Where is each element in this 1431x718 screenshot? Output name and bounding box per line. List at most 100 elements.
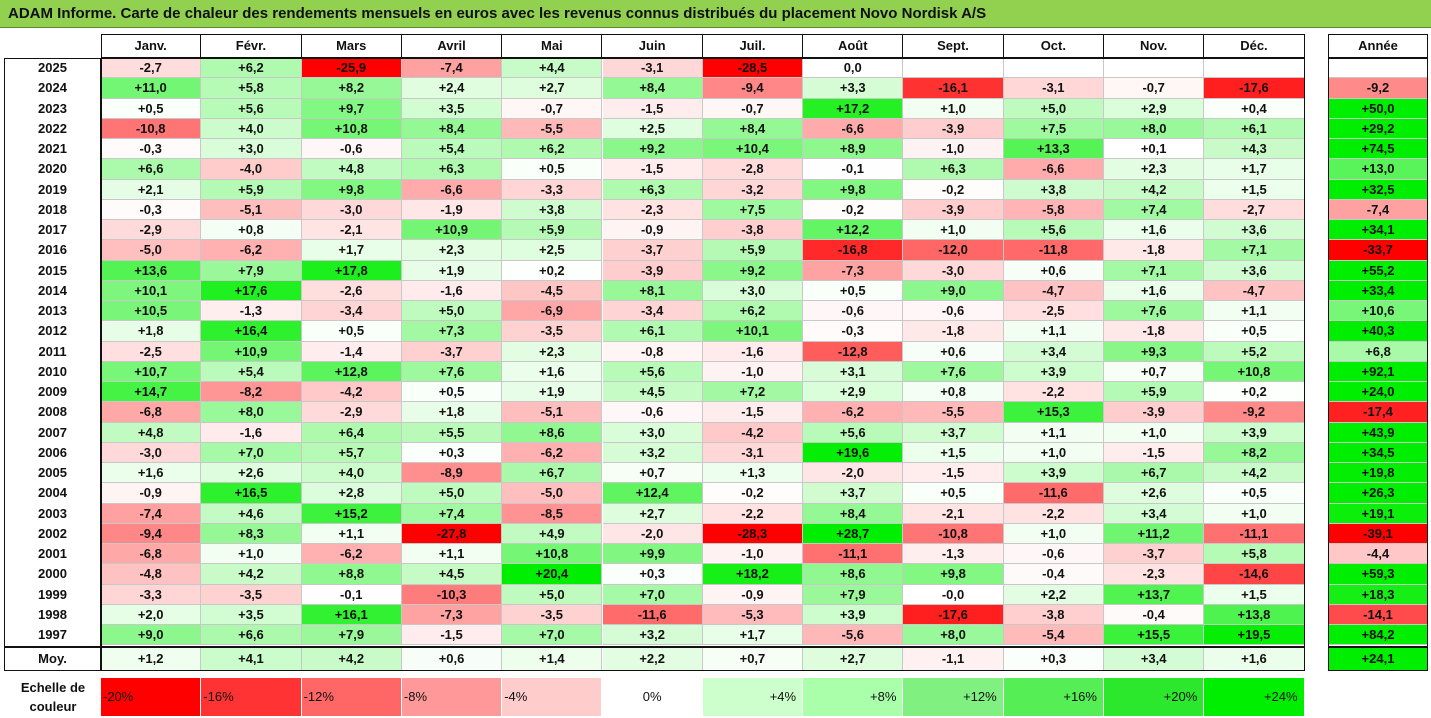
heatmap-cell: +8,0 — [903, 625, 1004, 646]
column-header: Mars — [302, 34, 402, 58]
row-year-label: 2018 — [38, 201, 67, 217]
annual-cell: -39,1 — [1328, 523, 1428, 544]
heatmap-cell: -28,5 — [702, 58, 804, 79]
column-header: Août — [803, 34, 904, 58]
heatmap-cell: -0,4 — [1003, 564, 1104, 585]
heatmap-cell: -5,4 — [1003, 625, 1104, 646]
heatmap-cell: -2,2 — [1003, 382, 1104, 403]
heatmap-cell: -10,8 — [101, 118, 202, 139]
annual-cell: +26,3 — [1328, 483, 1428, 504]
heatmap-cell: +2,3 — [401, 240, 503, 261]
heatmap-cell: +5,4 — [401, 139, 503, 160]
heatmap-cell: -5,5 — [903, 402, 1004, 423]
heatmap-cell: -2,7 — [101, 58, 202, 79]
row-year-label: 2022 — [38, 120, 67, 136]
heatmap-cell: -1,5 — [1104, 442, 1205, 463]
heatmap-cell: -3,0 — [903, 260, 1004, 281]
column-header: Mai — [502, 34, 603, 58]
heatmap-cell: -0,6 — [803, 301, 904, 322]
average-separator — [1328, 646, 1428, 648]
row-year-label: 1997 — [38, 627, 67, 642]
heatmap-cell: +9,0 — [101, 625, 202, 646]
heatmap-cell: +2,6 — [201, 463, 302, 484]
annual-cell: +19,8 — [1328, 463, 1428, 484]
heatmap-cell: +8,2 — [1204, 442, 1305, 463]
heatmap-cell: -1,6 — [702, 341, 804, 362]
heatmap-cell: +1,9 — [401, 260, 503, 281]
heatmap-cell: +5,6 — [201, 98, 302, 119]
color-scale-step: +4% — [702, 678, 804, 716]
average-cell: +2,2 — [602, 647, 703, 671]
average-row-label: Moy. — [38, 651, 67, 666]
annual-cell: +6,8 — [1328, 341, 1428, 362]
average-cell: +4,1 — [201, 647, 302, 671]
heatmap-cell: +3,4 — [1003, 341, 1104, 362]
heatmap-cell: +0,5 — [101, 98, 202, 119]
color-scale-step: -4% — [502, 678, 603, 716]
heatmap-cell: +2,6 — [1104, 483, 1205, 504]
heatmap-cell: -1,0 — [903, 139, 1004, 160]
heatmap-cell: +9,2 — [702, 260, 804, 281]
heatmap-cell: +1,6 — [502, 361, 603, 382]
heatmap-cell: +0,2 — [1204, 382, 1305, 403]
heatmap-cell: +8,1 — [602, 280, 703, 301]
heatmap-cell: +16,1 — [301, 604, 402, 625]
heatmap-cell: +1,9 — [502, 382, 603, 403]
heatmap-cell: +5,9 — [702, 240, 804, 261]
heatmap-cell: +7,1 — [1104, 260, 1205, 281]
heatmap-cell: -3,4 — [602, 301, 703, 322]
heatmap-cell: -2,2 — [1003, 503, 1104, 524]
heatmap-cell: +4,0 — [301, 463, 402, 484]
heatmap-cell: +10,1 — [702, 321, 804, 342]
heatmap-cell: +3,4 — [1104, 503, 1205, 524]
heatmap-cell: -3,5 — [201, 584, 302, 605]
heatmap-cell: -6,9 — [502, 301, 603, 322]
heatmap-cell: +10,8 — [502, 544, 603, 565]
row-year-label: 2013 — [38, 303, 67, 318]
heatmap-cell: +3,0 — [702, 280, 804, 301]
heatmap-cell: +16,5 — [201, 483, 302, 504]
heatmap-cell: -4,2 — [702, 422, 804, 443]
heatmap-cell: +1,1 — [1204, 301, 1305, 322]
heatmap-cell: -0,7 — [502, 98, 603, 119]
heatmap-cell: +1,6 — [1104, 220, 1205, 241]
heatmap-cell: -6,6 — [803, 118, 904, 139]
heatmap-cell: -2,1 — [903, 503, 1004, 524]
heatmap-cell: +0,5 — [502, 159, 603, 180]
heatmap-cell: -1,5 — [702, 402, 804, 423]
heatmap-cell: +4,3 — [1204, 139, 1305, 160]
heatmap-cell: +1,0 — [903, 220, 1004, 241]
heatmap-cell: +5,8 — [1204, 544, 1305, 565]
heatmap-cell: -0,6 — [301, 139, 402, 160]
heatmap-cell: +15,3 — [1003, 402, 1104, 423]
row-year-label: 2014 — [38, 282, 67, 298]
heatmap-cell: -0,2 — [702, 483, 804, 504]
heatmap-cell: +7,5 — [1003, 118, 1104, 139]
heatmap-cell: +4,2 — [201, 564, 302, 585]
heatmap-cell: +10,4 — [702, 139, 804, 160]
heatmap-cell: +28,7 — [803, 523, 904, 544]
heatmap-cell: +4,8 — [101, 422, 202, 443]
heatmap-cell: +13,6 — [101, 260, 202, 281]
heatmap-cell: +3,6 — [1204, 220, 1305, 241]
row-year-label: 2015 — [38, 262, 67, 278]
annual-cell: +84,2 — [1328, 625, 1428, 646]
heatmap-cell: -1,8 — [1104, 240, 1205, 261]
average-cell: +1,6 — [1204, 647, 1305, 671]
heatmap-cell: +4,2 — [1204, 463, 1305, 484]
annual-cell: +33,4 — [1328, 280, 1428, 301]
heatmap-cell: +13,7 — [1104, 584, 1205, 605]
heatmap-cell: -2,7 — [1204, 199, 1305, 220]
heatmap-cell: +8,8 — [301, 564, 402, 585]
heatmap-cell: -7,4 — [101, 503, 202, 524]
average-cell: +3,4 — [1104, 647, 1205, 671]
heatmap-cell: -6,6 — [1003, 159, 1104, 180]
heatmap-cell: -6,8 — [101, 402, 202, 423]
heatmap-cell: +19,5 — [1204, 625, 1305, 646]
heatmap-cell: -1,6 — [201, 422, 302, 443]
heatmap-cell: -14,6 — [1204, 564, 1305, 585]
heatmap-cell: +6,3 — [903, 159, 1004, 180]
heatmap-cell: -8,2 — [201, 382, 302, 403]
heatmap-cell: -3,4 — [301, 301, 402, 322]
heatmap-cell: +3,9 — [803, 604, 904, 625]
